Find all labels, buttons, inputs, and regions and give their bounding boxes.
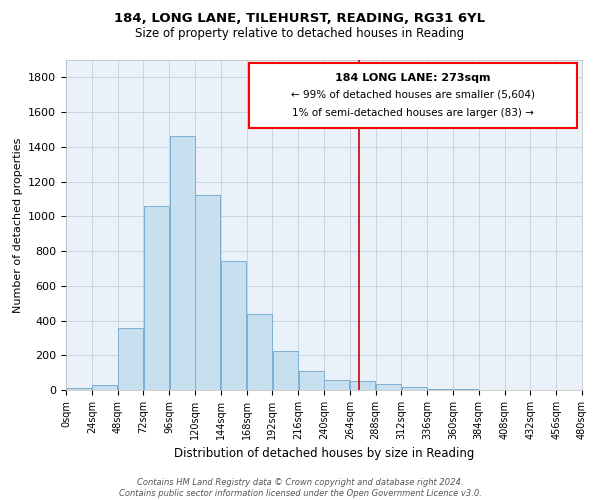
Bar — [144, 206, 169, 390]
Text: 1% of semi-detached houses are larger (83) →: 1% of semi-detached houses are larger (8… — [292, 108, 534, 118]
Bar — [118, 328, 143, 390]
Bar — [402, 387, 427, 390]
Bar — [170, 136, 194, 390]
Bar — [273, 351, 298, 390]
Y-axis label: Number of detached properties: Number of detached properties — [13, 138, 23, 312]
Bar — [196, 196, 220, 390]
Bar — [299, 371, 323, 390]
Text: ← 99% of detached houses are smaller (5,604): ← 99% of detached houses are smaller (5,… — [291, 90, 535, 100]
Text: 184 LONG LANE: 273sqm: 184 LONG LANE: 273sqm — [335, 73, 491, 83]
Bar — [92, 385, 117, 390]
Bar — [221, 262, 246, 390]
Text: Contains HM Land Registry data © Crown copyright and database right 2024.
Contai: Contains HM Land Registry data © Crown c… — [119, 478, 481, 498]
Bar — [350, 382, 375, 390]
Bar — [376, 384, 401, 390]
Text: Size of property relative to detached houses in Reading: Size of property relative to detached ho… — [136, 28, 464, 40]
Bar — [325, 380, 349, 390]
Text: 184, LONG LANE, TILEHURST, READING, RG31 6YL: 184, LONG LANE, TILEHURST, READING, RG31… — [115, 12, 485, 26]
Bar — [67, 388, 91, 390]
X-axis label: Distribution of detached houses by size in Reading: Distribution of detached houses by size … — [174, 448, 474, 460]
Bar — [247, 314, 272, 390]
Bar — [428, 388, 452, 390]
FancyBboxPatch shape — [249, 64, 577, 128]
